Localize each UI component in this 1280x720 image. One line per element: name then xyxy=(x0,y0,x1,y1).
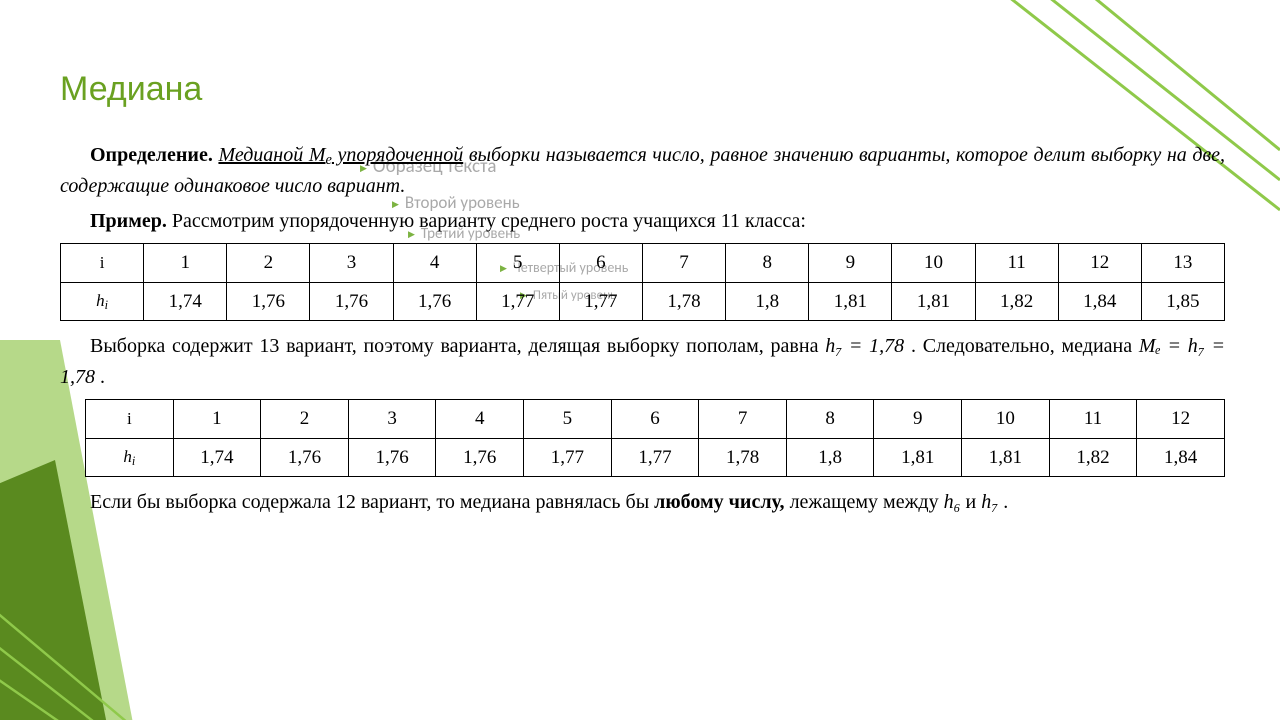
table-cell: 1 xyxy=(144,244,227,282)
table-cell: 12 xyxy=(1137,400,1225,438)
table-cell: 1,8 xyxy=(726,282,809,320)
table-cell: 13 xyxy=(1141,244,1224,282)
table-cell: 1 xyxy=(173,400,261,438)
table-cell: 10 xyxy=(962,400,1050,438)
table-cell: 3 xyxy=(310,244,393,282)
table-cell: 2 xyxy=(227,244,310,282)
table-cell: 7 xyxy=(642,244,725,282)
table-cell: 6 xyxy=(611,400,699,438)
table-cell: 1,76 xyxy=(393,282,476,320)
definition-para: Определение. Медианой Me упорядоченной в… xyxy=(60,140,1225,202)
table-cell: 9 xyxy=(809,244,892,282)
table-cell: 7 xyxy=(699,400,787,438)
table-cell: 1,8 xyxy=(786,438,874,476)
table-cell: 1,81 xyxy=(874,438,962,476)
table-cell: 12 xyxy=(1058,244,1141,282)
table-cell: 11 xyxy=(975,244,1058,282)
table-cell: 8 xyxy=(726,244,809,282)
table-cell: 1,76 xyxy=(227,282,310,320)
table-cell: 1,84 xyxy=(1137,438,1225,476)
table-cell: 1,78 xyxy=(699,438,787,476)
mid-para-1: Выборка содержит 13 вариант, поэтому вар… xyxy=(60,331,1225,393)
table-cell: 1,81 xyxy=(892,282,975,320)
table-cell: 8 xyxy=(786,400,874,438)
table-cell: 11 xyxy=(1049,400,1137,438)
table-cell: 2 xyxy=(261,400,349,438)
table-cell: 10 xyxy=(892,244,975,282)
table-cell: 1,85 xyxy=(1141,282,1224,320)
slide-body: Определение. Медианой Me упорядоченной в… xyxy=(60,140,1225,522)
decor-bottom-lines xyxy=(0,530,190,720)
table-cell: 1,81 xyxy=(809,282,892,320)
table-cell: 5 xyxy=(476,244,559,282)
table-cell: 9 xyxy=(874,400,962,438)
table-cell: 1,78 xyxy=(642,282,725,320)
mid-para-2: Если бы выборка содержала 12 вариант, то… xyxy=(60,487,1225,518)
table-1: i12345678910111213hi1,741,761,761,761,77… xyxy=(60,243,1225,321)
table-cell: 1,76 xyxy=(436,438,524,476)
slide-title: Медиана xyxy=(60,70,202,109)
table-cell: 1,76 xyxy=(310,282,393,320)
table-cell: 1,76 xyxy=(261,438,349,476)
table-cell: 3 xyxy=(348,400,436,438)
table-2: i123456789101112hi1,741,761,761,761,771,… xyxy=(85,399,1225,477)
example-label: Пример. xyxy=(90,210,167,232)
table-cell: 1,82 xyxy=(1049,438,1137,476)
table-cell: 1,81 xyxy=(962,438,1050,476)
table-cell: 4 xyxy=(393,244,476,282)
definition-label: Определение. xyxy=(90,144,213,166)
table-cell: 1,74 xyxy=(173,438,261,476)
table-cell: 1,77 xyxy=(476,282,559,320)
table-cell: 1,77 xyxy=(524,438,612,476)
table-cell: 1,74 xyxy=(144,282,227,320)
table-cell: 1,82 xyxy=(975,282,1058,320)
table-cell: 4 xyxy=(436,400,524,438)
example-para: Пример. Рассмотрим упорядоченную вариант… xyxy=(60,206,1225,237)
table-cell: 1,77 xyxy=(611,438,699,476)
table-cell: 6 xyxy=(559,244,642,282)
table-cell: 5 xyxy=(524,400,612,438)
table-cell: 1,76 xyxy=(348,438,436,476)
table-cell: 1,84 xyxy=(1058,282,1141,320)
table-cell: 1,77 xyxy=(559,282,642,320)
